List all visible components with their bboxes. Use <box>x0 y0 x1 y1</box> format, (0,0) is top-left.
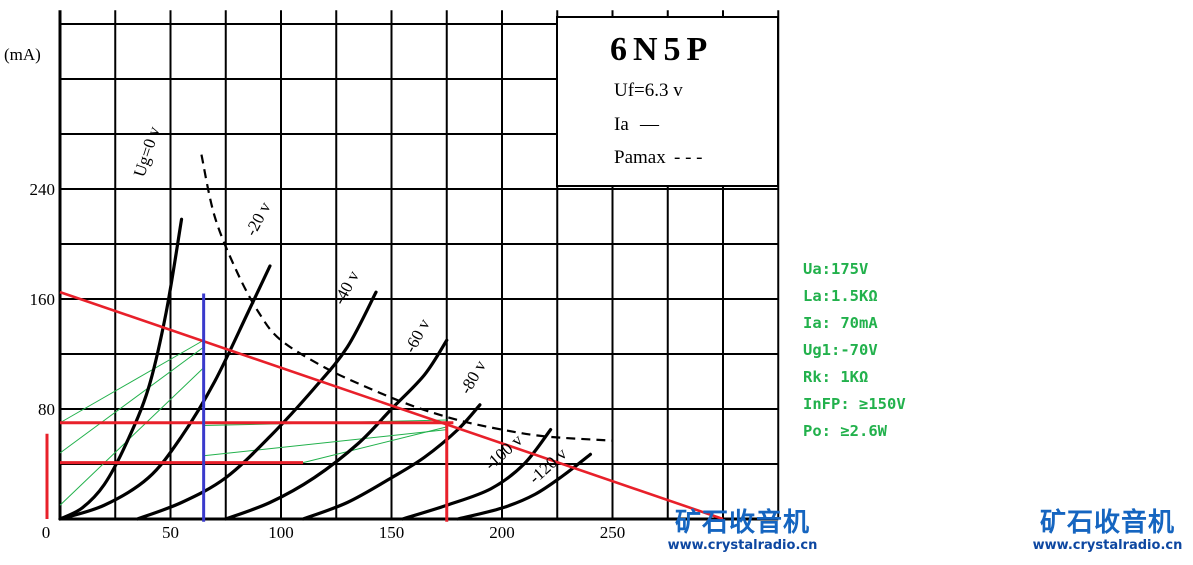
y-tick-label: 240 <box>30 180 56 199</box>
x-tick-label: 100 <box>268 523 294 542</box>
load-line <box>59 290 724 521</box>
legend-ia-symbol: — <box>639 114 660 135</box>
x-tick-label: 0 <box>42 523 51 542</box>
plate-curves <box>58 217 592 521</box>
legend-filament: Uf=6.3 v <box>614 80 683 101</box>
param-la: La:1.5KΩ <box>803 287 878 305</box>
title-box-mask <box>557 17 778 186</box>
chart-title: 6N5P <box>610 31 713 68</box>
x-tick-label: 50 <box>162 523 179 542</box>
x-tick-label: 150 <box>379 523 405 542</box>
x-tick-label: 200 <box>489 523 515 542</box>
curve-label: -40 v <box>330 267 364 308</box>
load-line-overlay <box>45 290 724 522</box>
y-axis-label: (mA) <box>4 45 41 64</box>
param-infp: InFP: ≥150V <box>803 395 906 413</box>
curve-label: -60 v <box>400 315 434 356</box>
legend-pamax-label: Pamax <box>614 147 666 168</box>
plate-curve <box>135 290 378 521</box>
pamax-curve <box>200 154 613 442</box>
watermark-right: 矿石收音机 www.crystalradio.cn <box>1025 508 1190 554</box>
y-tick-label: 160 <box>30 290 56 309</box>
curve-labels: Ug=0 v-20 v-40 v-60 v-80 v-100 v-120 v <box>130 124 571 488</box>
legend-ia-label: Ia <box>614 114 629 135</box>
curve-label: Ug=0 v <box>130 124 164 179</box>
param-ia: Ia: 70mA <box>803 314 878 332</box>
param-rk: Rk: 1KΩ <box>803 368 869 386</box>
parameter-list: Ua:175V La:1.5KΩ Ia: 70mA Ug1:-70V Rk: 1… <box>803 256 906 445</box>
projection-line <box>59 367 204 506</box>
projection-line <box>59 346 204 454</box>
watermark-url: www.crystalradio.cn <box>667 538 818 553</box>
title-box: 6N5P Uf=6.3 v Ia — Pamax - - - <box>610 31 713 168</box>
param-ua: Ua:175V <box>803 260 869 278</box>
curve-label: -80 v <box>456 357 490 398</box>
plate-curve <box>224 338 449 521</box>
watermark-logo-text: 矿石收音机 <box>1039 508 1175 538</box>
x-tick-label: 250 <box>600 523 626 542</box>
watermark-center: 矿石收音机 www.crystalradio.cn <box>660 508 825 554</box>
axis-ticks: 0 50 100 150 200 250 80 160 240 <box>30 180 626 542</box>
plate-curve <box>58 264 272 521</box>
plate-curve <box>301 403 482 521</box>
y-tick-label: 80 <box>38 400 55 419</box>
projection-line <box>59 339 204 424</box>
projection-line <box>203 429 447 457</box>
param-po: Po: ≥2.6W <box>803 422 887 440</box>
watermark-url: www.crystalradio.cn <box>1032 538 1183 553</box>
legend-pamax-symbol: - - - <box>674 147 702 168</box>
projection-line <box>302 426 447 464</box>
watermark-logo-text: 矿石收音机 <box>674 508 810 538</box>
curve-label: -20 v <box>241 198 275 239</box>
plate-curve <box>58 217 184 521</box>
pamax-line <box>200 154 613 442</box>
title-box-border <box>556 16 779 187</box>
param-ug1: Ug1:-70V <box>803 341 878 359</box>
